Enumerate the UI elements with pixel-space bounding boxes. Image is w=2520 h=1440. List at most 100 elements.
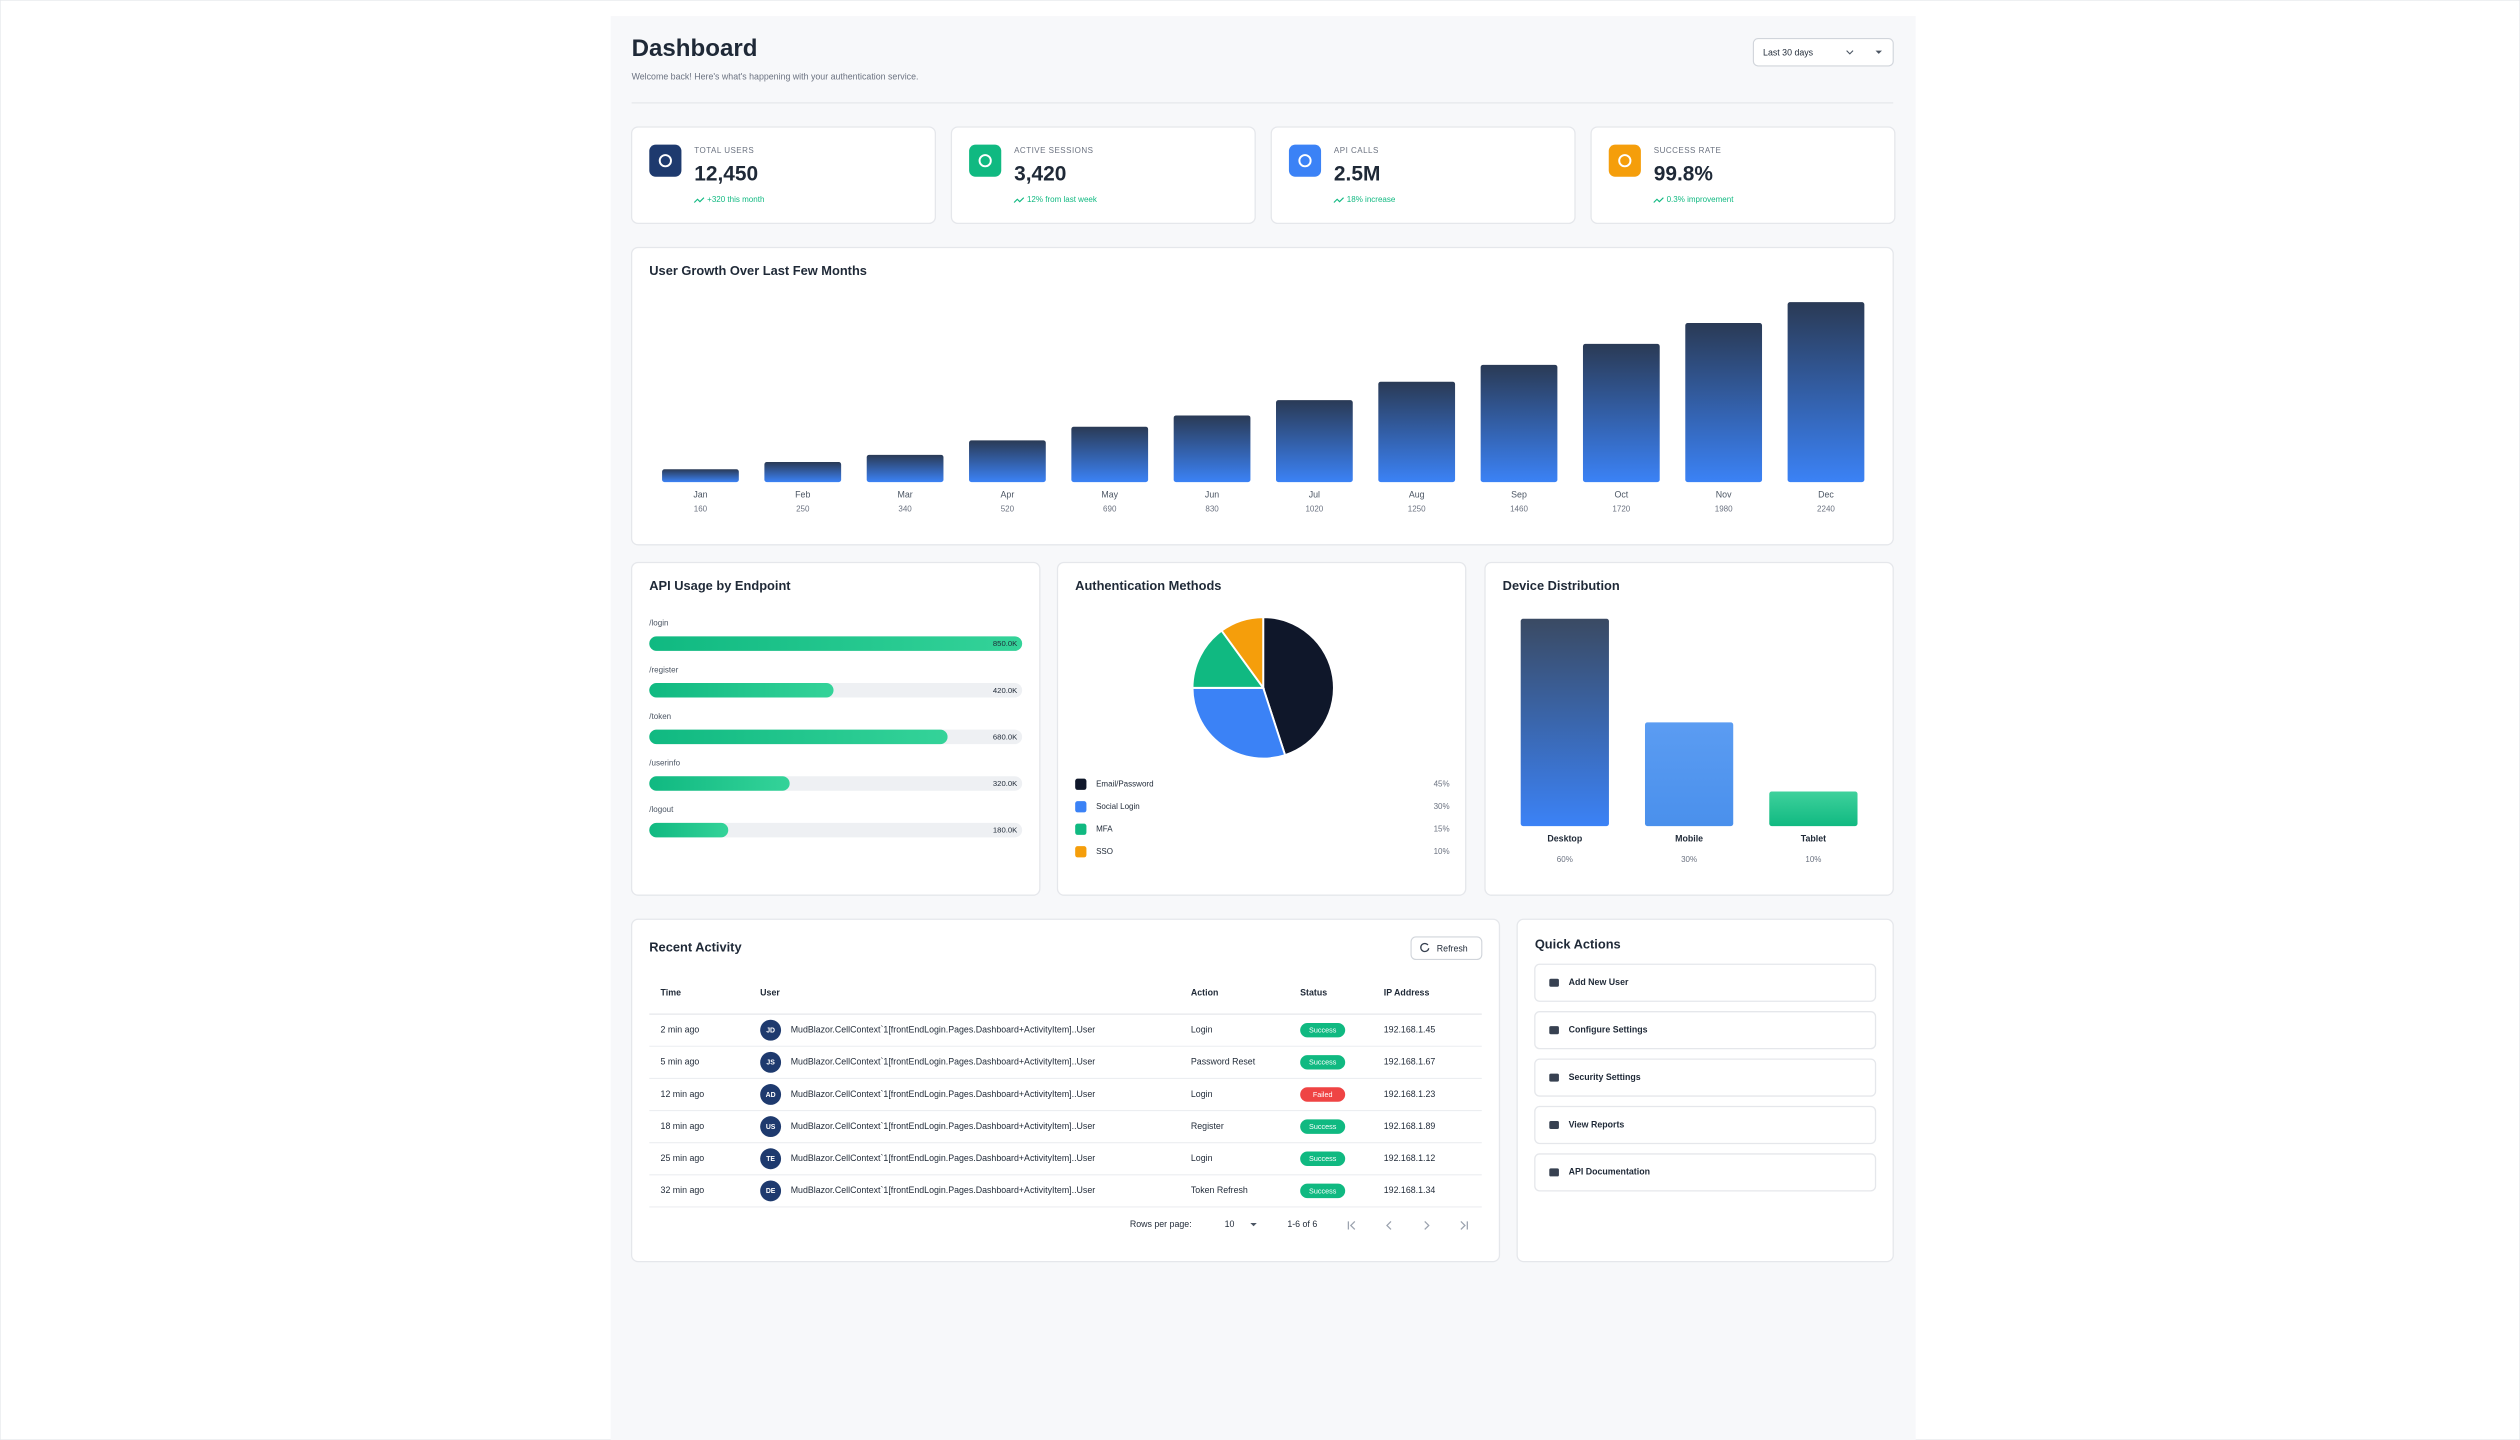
last-page[interactable] — [1460, 1220, 1468, 1230]
x-tick-label: Apr — [1001, 489, 1015, 499]
stat-value: 3,420 — [1014, 163, 1066, 186]
stat-icon — [969, 144, 1002, 177]
caret — [1250, 1223, 1257, 1227]
avatar — [760, 1019, 782, 1041]
cell-ip: 192.168.1.45 — [1384, 1025, 1436, 1035]
card-title: Authentication Methods — [1075, 578, 1221, 593]
value-label: 420.0K — [993, 686, 1018, 695]
x-tick-label: Oct — [1614, 489, 1628, 499]
action-button[interactable] — [1534, 1058, 1877, 1097]
value-label: 1460 — [1510, 505, 1528, 514]
value-label: 1980 — [1715, 505, 1733, 514]
bar — [662, 469, 739, 483]
cell-user: MudBlazor.CellContext`1[frontEndLogin.Pa… — [791, 1185, 1096, 1195]
bar-track — [649, 822, 1023, 838]
growth-card — [630, 246, 1894, 546]
stat-icon — [1608, 144, 1641, 177]
prev-page[interactable] — [1386, 1220, 1392, 1230]
x-tick-label: Feb — [795, 489, 810, 499]
refresh-button[interactable] — [1410, 936, 1483, 961]
stat-change: 18% increase — [1347, 195, 1396, 204]
avatar-initials: TE — [766, 1156, 775, 1163]
x-tick-label: Sep — [1511, 489, 1527, 499]
legend-label: Social Login — [1096, 802, 1140, 811]
action-button[interactable] — [1534, 1153, 1877, 1192]
legend-value: 10% — [1434, 847, 1450, 856]
x-tick-label: Mobile — [1675, 833, 1703, 843]
pie-slice — [1191, 686, 1287, 760]
stat-icon-glyph — [978, 154, 992, 168]
column-header: IP Address — [1384, 988, 1430, 998]
bar — [1071, 426, 1149, 483]
action-button[interactable] — [1534, 963, 1877, 1002]
x-tick-label: Tablet — [1801, 833, 1826, 843]
x-tick-label: May — [1101, 489, 1118, 499]
value-label: 160 — [694, 505, 708, 514]
bar — [1769, 791, 1858, 827]
column-header: Action — [1191, 988, 1218, 998]
column-header: User — [760, 988, 780, 998]
range-select[interactable] — [1752, 38, 1894, 67]
chevron — [1846, 50, 1854, 55]
rows-per-page-label: Rows per page: — [1130, 1219, 1192, 1229]
stat-label: API CALLS — [1334, 146, 1379, 155]
first-page[interactable] — [1347, 1220, 1356, 1230]
action-icon — [1549, 978, 1559, 987]
stat-value: 2.5M — [1334, 163, 1380, 186]
avatar-initials: JS — [766, 1060, 775, 1067]
status-chip — [1300, 1119, 1346, 1134]
stat-change: 12% from last week — [1027, 195, 1098, 204]
trend-icon — [1333, 197, 1344, 203]
cell-user: MudBlazor.CellContext`1[frontEndLogin.Pa… — [791, 1057, 1096, 1067]
rows-per-page[interactable]: 10 — [1225, 1219, 1235, 1229]
endpoint-label: /logout — [649, 805, 674, 814]
cell-user: MudBlazor.CellContext`1[frontEndLogin.Pa… — [791, 1025, 1096, 1035]
stat-change: +320 this month — [707, 195, 764, 204]
cell-user: MudBlazor.CellContext`1[frontEndLogin.Pa… — [791, 1089, 1096, 1099]
avatar — [760, 1051, 782, 1073]
stat-label: SUCCESS RATE — [1654, 146, 1722, 155]
action-icon — [1549, 1026, 1559, 1035]
x-tick-label: Aug — [1409, 489, 1425, 499]
cell-status: Success — [1309, 1026, 1337, 1035]
endpoint-label: /token — [649, 712, 671, 721]
page-subtitle: Welcome back! Here's what's happening wi… — [632, 71, 919, 81]
legend-swatch — [1075, 846, 1087, 858]
avatar — [760, 1084, 782, 1105]
cell-user: MudBlazor.CellContext`1[frontEndLogin.Pa… — [791, 1121, 1096, 1131]
bar — [866, 454, 944, 483]
value-label: 680.0K — [993, 732, 1018, 741]
next-page[interactable] — [1424, 1220, 1430, 1230]
bar — [649, 822, 729, 838]
x-tick-label: Jan — [693, 489, 707, 499]
cell-ip: 192.168.1.89 — [1384, 1121, 1436, 1131]
bar — [1520, 618, 1609, 827]
bar — [1582, 343, 1660, 483]
value-label: 690 — [1103, 505, 1117, 514]
cell-action: Register — [1191, 1121, 1224, 1131]
value-label: 30% — [1681, 855, 1697, 864]
legend-swatch — [1075, 823, 1087, 835]
cell-status: Success — [1309, 1154, 1337, 1163]
bar — [649, 729, 948, 745]
avatar-initials: DE — [766, 1188, 776, 1195]
value-label: 1250 — [1408, 505, 1426, 514]
action-icon — [1549, 1073, 1559, 1082]
value-label: 850.0K — [993, 639, 1018, 648]
value-label: 1020 — [1305, 505, 1323, 514]
bar — [649, 636, 1023, 651]
avatar-initials: AD — [766, 1092, 776, 1099]
stat-card — [1590, 126, 1896, 225]
stat-card — [1270, 126, 1576, 225]
cell-action: Password Reset — [1191, 1057, 1256, 1067]
action-button[interactable] — [1534, 1105, 1877, 1145]
stat-value: 12,450 — [694, 163, 758, 186]
action-button[interactable] — [1534, 1011, 1877, 1050]
x-tick-label: Dec — [1818, 489, 1834, 499]
bar — [1787, 302, 1865, 483]
pie-slice — [1220, 616, 1265, 691]
action-icon — [1549, 1168, 1559, 1177]
bar — [1480, 364, 1558, 483]
value-label: 10% — [1805, 855, 1821, 864]
stat-label: TOTAL USERS — [694, 146, 754, 155]
